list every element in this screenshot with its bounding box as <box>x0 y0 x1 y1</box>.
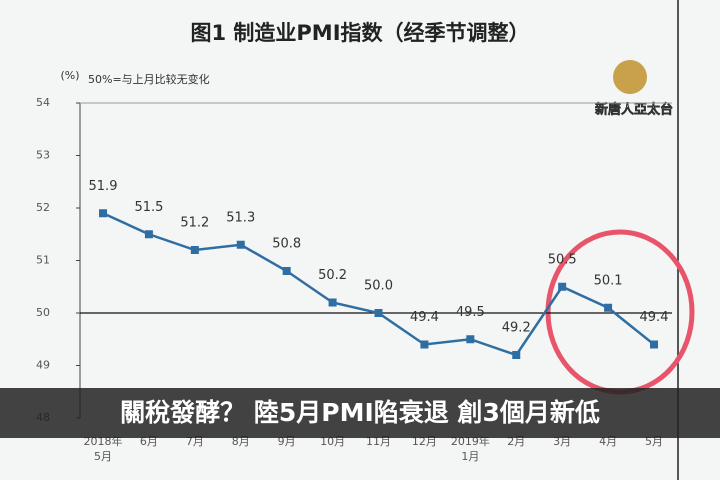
caption-banner <box>0 388 720 438</box>
data-point <box>420 340 429 349</box>
value-label: 50.2 <box>318 268 347 283</box>
x-tick-label: 4月 <box>599 435 617 448</box>
x-tick-label: 2月 <box>507 435 525 448</box>
value-label: 51.9 <box>89 179 118 194</box>
value-label: 51.3 <box>226 210 255 225</box>
data-point <box>374 309 383 317</box>
x-tick-label: 7月 <box>186 435 204 448</box>
y-tick-label: 54 <box>36 96 50 109</box>
value-label: 51.2 <box>180 216 209 231</box>
value-label: 50.5 <box>548 252 577 267</box>
logo-text: 新唐人亞太台 <box>595 102 673 118</box>
value-label: 50.8 <box>272 237 301 252</box>
data-point <box>558 282 567 291</box>
caption: 關稅發酵？ 陸5月PMI陷衰退 創3個月新低 <box>120 398 600 427</box>
logo-emblem <box>613 60 647 94</box>
chart-title: 图1 制造业PMI指数（经季节调整） <box>190 21 529 45</box>
x-tick-label: 10月 <box>320 435 345 448</box>
x-tick-label: 1月 <box>461 450 479 463</box>
data-point <box>99 209 107 218</box>
x-tick-label: 12月 <box>412 435 437 448</box>
value-label: 49.5 <box>456 305 485 320</box>
x-tick-label: 6月 <box>140 435 158 448</box>
x-tick-label: 3月 <box>553 435 571 448</box>
data-point <box>328 298 337 307</box>
y-tick-label: 49 <box>36 359 50 372</box>
x-tick-label: 5月 <box>94 450 112 463</box>
data-point <box>144 230 153 239</box>
data-point <box>282 267 291 275</box>
data-point <box>604 303 613 312</box>
data-point <box>190 246 199 254</box>
data-point <box>512 351 521 359</box>
x-tick-label: 11月 <box>366 435 391 448</box>
note: 50%=与上月比较无变化 <box>88 72 210 86</box>
value-label: 49.4 <box>410 310 439 325</box>
logo: 新唐人亞太台 <box>595 60 673 118</box>
x-tick-label: 8月 <box>232 435 250 448</box>
value-label: 50.1 <box>594 273 623 288</box>
value-label: 51.5 <box>134 200 163 215</box>
y-axis-label: (%) <box>60 69 79 82</box>
value-label: 50.0 <box>364 279 393 294</box>
x-tick-label: 9月 <box>278 435 296 448</box>
y-tick-label: 53 <box>36 149 50 162</box>
y-tick-label: 52 <box>36 201 50 214</box>
x-tick-label: 5月 <box>645 435 663 448</box>
data-point <box>466 335 475 344</box>
data-point <box>650 340 658 349</box>
value-label: 49.4 <box>640 310 669 325</box>
data-point <box>236 240 245 249</box>
value-label: 49.2 <box>502 321 531 336</box>
y-tick-label: 50 <box>36 306 50 319</box>
y-tick-label: 51 <box>36 254 50 267</box>
